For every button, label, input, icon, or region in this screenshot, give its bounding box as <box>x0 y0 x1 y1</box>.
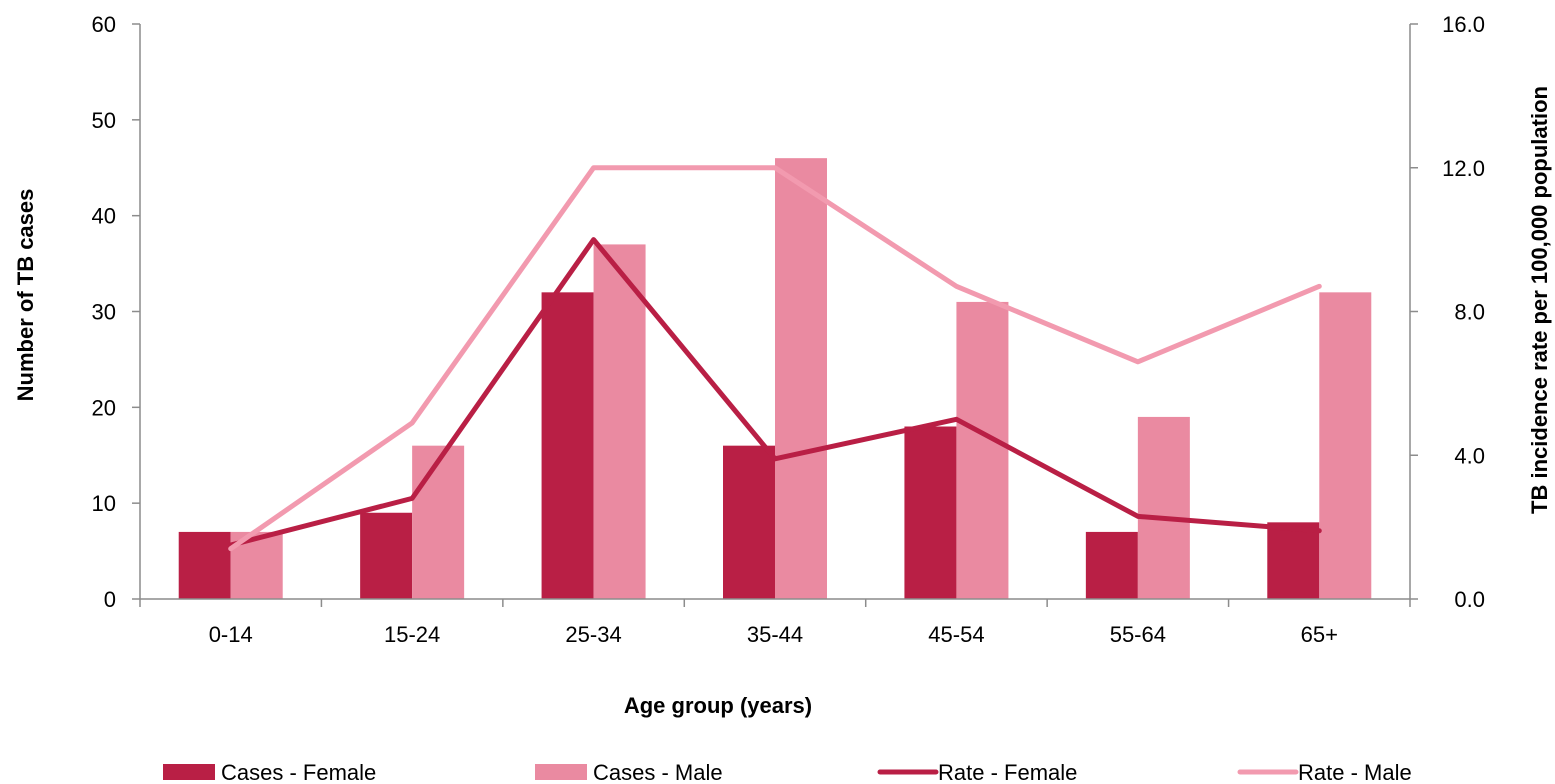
x-tick-label: 15-24 <box>384 622 440 647</box>
x-tick-label: 35-44 <box>747 622 803 647</box>
bar-male-65+ <box>1319 292 1372 599</box>
bar-male-25-34 <box>593 244 646 599</box>
line-rate-male <box>228 165 1322 552</box>
bar-female-25-34 <box>541 292 594 599</box>
x-tick-label: 55-64 <box>1110 622 1166 647</box>
y-tick-label: 0 <box>104 587 116 612</box>
legend-item-1: Cases - Male <box>535 760 723 784</box>
legend-swatch <box>535 764 587 780</box>
x-axis-title: Age group (years) <box>624 693 812 718</box>
bar-male-35-44 <box>775 158 827 599</box>
bar-female-15-24 <box>360 512 413 599</box>
bar-male-15-24 <box>412 445 465 599</box>
legend-label: Rate - Male <box>1298 760 1412 784</box>
bar-male-45-54 <box>956 301 1009 599</box>
y-tick-label: 60 <box>92 12 116 37</box>
legend-swatch <box>163 764 215 780</box>
lines-layer <box>228 165 1322 552</box>
y-tick-label: 10 <box>92 491 116 516</box>
x-tick-label: 0-14 <box>209 622 253 647</box>
x-tick-label: 25-34 <box>565 622 621 647</box>
legend-item-0: Cases - Female <box>163 760 376 784</box>
y2-tick-label: 4.0 <box>1454 443 1485 468</box>
y2-tick-label: 16.0 <box>1442 12 1485 37</box>
bar-female-0-14 <box>178 531 231 599</box>
bar-female-55-64 <box>1085 531 1138 599</box>
y-tick-label: 40 <box>92 204 116 229</box>
y2-tick-label: 8.0 <box>1454 300 1485 325</box>
x-tick-label: 65+ <box>1301 622 1338 647</box>
axes-layer: 0 10 20 30 40 50 60 0.0 4.0 8.0 12.0 16.0 0-14 15-24 2… <box>92 12 1485 647</box>
y2-tick-label: 0.0 <box>1454 587 1485 612</box>
legend-label: Cases - Female <box>221 760 376 784</box>
y-axis-title: Number of TB cases <box>13 189 38 402</box>
bar-female-45-54 <box>904 426 957 599</box>
bar-male-55-64 <box>1137 416 1190 599</box>
y-tick-label: 50 <box>92 108 116 133</box>
bar-female-65+ <box>1267 522 1320 599</box>
bars-layer <box>178 158 1372 599</box>
y2-tick-label: 12.0 <box>1442 156 1485 181</box>
bar-female-35-44 <box>723 445 775 599</box>
legend-item-3: Rate - Male <box>1237 760 1412 784</box>
y-tick-label: 30 <box>92 300 116 325</box>
x-tick-label: 45-54 <box>928 622 984 647</box>
legend-label: Rate - Female <box>938 760 1077 784</box>
line-rate-female <box>228 237 1322 548</box>
legend-label: Cases - Male <box>593 760 723 784</box>
legend-item-2: Rate - Female <box>877 760 1077 784</box>
y2-axis-title: TB incidence rate per 100,000 population <box>1527 86 1552 514</box>
y-tick-label: 20 <box>92 395 116 420</box>
legend: Cases - Female Cases - Male Rate - Female R… <box>163 760 1412 784</box>
